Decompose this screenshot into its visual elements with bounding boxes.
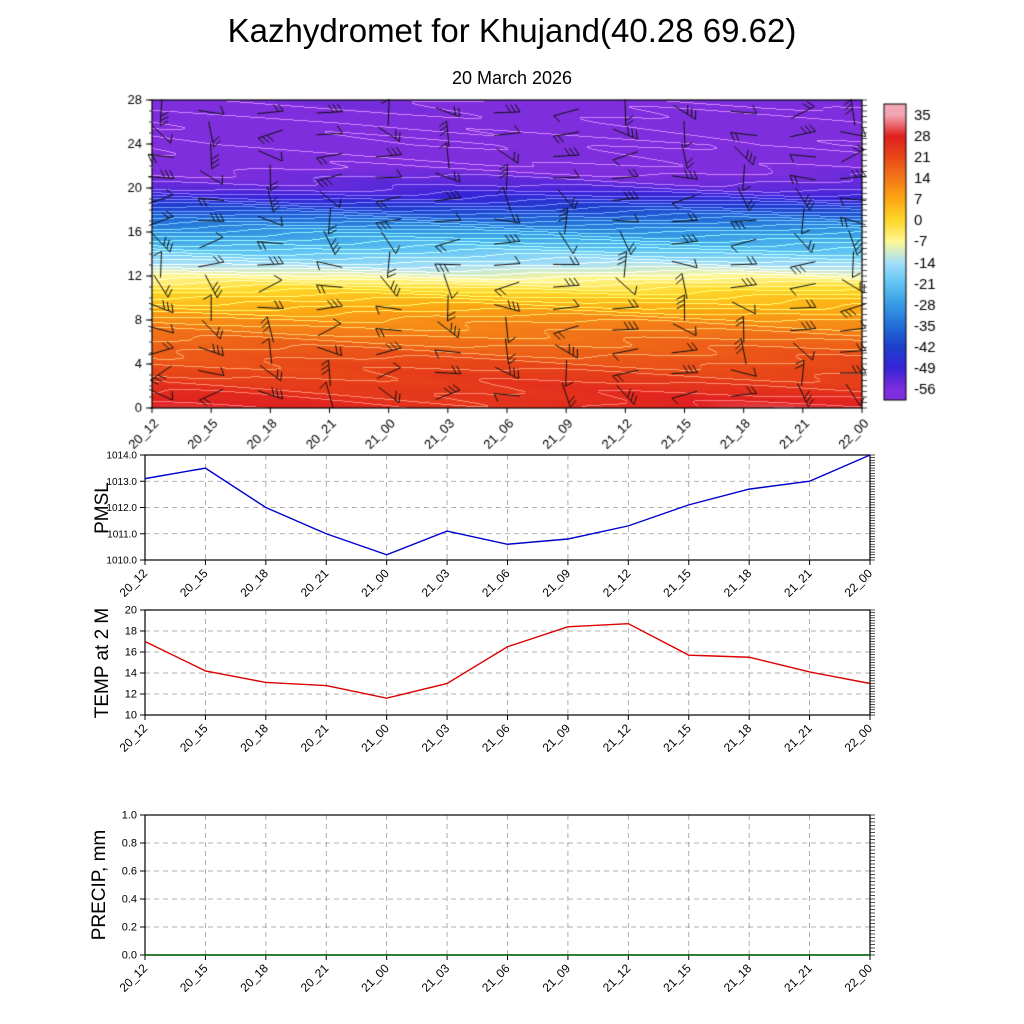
svg-text:21_00: 21_00 (358, 721, 392, 755)
svg-text:21_09: 21_09 (540, 961, 574, 995)
svg-text:21_09: 21_09 (540, 566, 574, 600)
svg-text:0.4: 0.4 (122, 894, 137, 906)
svg-text:21_03: 21_03 (419, 566, 453, 600)
svg-text:22_00: 22_00 (842, 721, 876, 755)
svg-text:20_18: 20_18 (237, 961, 271, 995)
svg-text:20_21: 20_21 (298, 961, 332, 995)
svg-text:21_03: 21_03 (419, 961, 453, 995)
svg-text:18: 18 (125, 626, 137, 638)
svg-text:21_12: 21_12 (600, 721, 634, 755)
svg-text:21_21: 21_21 (781, 961, 815, 995)
svg-text:21_15: 21_15 (660, 721, 694, 755)
svg-text:1010.0: 1010.0 (106, 556, 137, 567)
svg-text:20_21: 20_21 (298, 566, 332, 600)
pmsl-chart: 1010.0 1011.0 1012.0 1013.0 1014.0 20_12 20_15… (106, 451, 876, 600)
svg-text:21_06: 21_06 (479, 961, 513, 995)
svg-text:21_21: 21_21 (781, 721, 815, 755)
svg-text:20_21: 20_21 (298, 721, 332, 755)
svg-text:21_12: 21_12 (600, 566, 634, 600)
svg-text:10: 10 (125, 710, 137, 722)
svg-text:22_00: 22_00 (842, 566, 876, 600)
svg-text:1011.0: 1011.0 (107, 529, 137, 540)
svg-text:0.8: 0.8 (122, 838, 137, 850)
precip-chart: 0.0 0.2 0.4 0.6 0.8 1.0 20_12 20_15 20_18 20_21 21… (117, 810, 876, 995)
svg-text:20_12: 20_12 (117, 961, 151, 995)
svg-text:20_12: 20_12 (117, 566, 151, 600)
date-subtitle: 20 March 2026 (451, 68, 573, 88)
svg-text:20_15: 20_15 (177, 566, 211, 600)
svg-text:21_09: 21_09 (540, 721, 574, 755)
svg-text:12: 12 (125, 689, 137, 701)
svg-text:21_06: 21_06 (479, 721, 513, 755)
svg-text:21_18: 21_18 (721, 961, 755, 995)
svg-text:0.2: 0.2 (122, 922, 137, 934)
svg-text:21_03: 21_03 (419, 721, 453, 755)
svg-text:21_12: 21_12 (600, 961, 634, 995)
svg-text:21_00: 21_00 (358, 961, 392, 995)
temp-2m-chart: 10 12 14 16 18 20 20_12 20_15 20_18 20_21 21_00 21_… (117, 605, 876, 755)
svg-text:20: 20 (125, 605, 137, 617)
svg-text:20_18: 20_18 (237, 566, 271, 600)
page-title: Kazhydromet for Khujand(40.28 69.62) (227, 12, 797, 49)
temperature-cross-section-canvas (0, 90, 1024, 460)
svg-text:1013.0: 1013.0 (106, 477, 137, 488)
svg-text:21_15: 21_15 (660, 961, 694, 995)
svg-text:14: 14 (125, 668, 137, 680)
svg-text:22_00: 22_00 (842, 961, 876, 995)
svg-text:0.6: 0.6 (122, 866, 137, 878)
svg-text:0.0: 0.0 (122, 950, 137, 962)
svg-text:20_15: 20_15 (177, 721, 211, 755)
svg-text:21_21: 21_21 (781, 566, 815, 600)
svg-text:21_18: 21_18 (721, 721, 755, 755)
svg-text:20_18: 20_18 (237, 721, 271, 755)
svg-text:20_15: 20_15 (177, 961, 211, 995)
svg-text:1014.0: 1014.0 (106, 451, 137, 462)
svg-text:21_00: 21_00 (358, 566, 392, 600)
svg-text:21_15: 21_15 (660, 566, 694, 600)
svg-text:1012.0: 1012.0 (106, 503, 137, 514)
svg-text:21_06: 21_06 (479, 566, 513, 600)
svg-text:1.0: 1.0 (122, 810, 137, 822)
svg-text:21_18: 21_18 (721, 566, 755, 600)
svg-text:16: 16 (125, 647, 137, 659)
svg-text:20_12: 20_12 (117, 721, 151, 755)
